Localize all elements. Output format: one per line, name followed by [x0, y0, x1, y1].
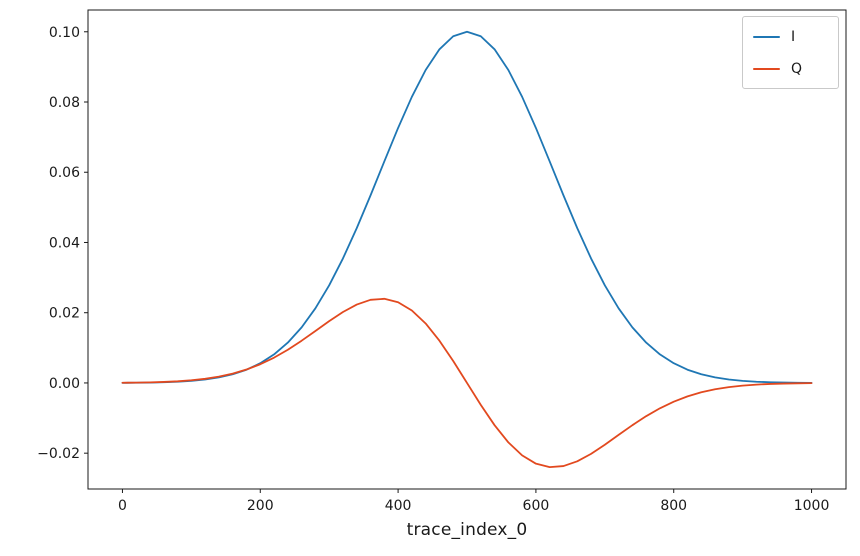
- x-tick-label: 200: [247, 498, 274, 514]
- x-axis-label: trace_index_0: [406, 520, 528, 540]
- legend-label-I: I: [791, 28, 796, 45]
- y-tick-label: 0.08: [49, 95, 80, 111]
- y-tick-label: 0.02: [49, 306, 80, 322]
- series-line-Q: [121, 297, 813, 468]
- axes-frame: [87, 9, 847, 490]
- y-tick-label: 0.00: [49, 376, 80, 392]
- legend-line-swatch-Q: [753, 67, 780, 70]
- legend-item-Q: Q: [753, 56, 828, 81]
- legend-label-Q: Q: [791, 60, 803, 77]
- series-line-I: [121, 30, 813, 384]
- y-tick-label: 0.10: [49, 25, 80, 41]
- x-tick-label: 400: [385, 498, 412, 514]
- x-tick-label: 0: [118, 498, 127, 514]
- x-tick-label: 600: [523, 498, 550, 514]
- x-tick-label: 1000: [794, 498, 830, 514]
- y-tick-label: −0.02: [37, 446, 80, 462]
- x-tick-label: 800: [660, 498, 687, 514]
- legend-item-I: I: [753, 24, 828, 49]
- y-tick-label: 0.04: [49, 235, 80, 251]
- legend: I Q: [742, 16, 839, 89]
- legend-line-swatch-I: [753, 35, 780, 38]
- y-tick-label: 0.06: [49, 165, 80, 181]
